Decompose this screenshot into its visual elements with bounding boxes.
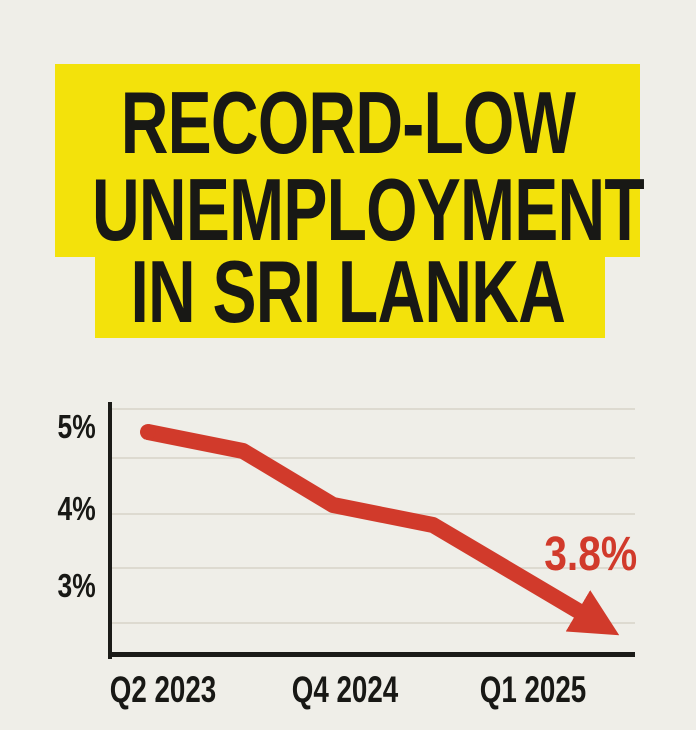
headline-line-3-text: IN SRI LANKA [130,242,566,341]
headline-highlight-bottom [95,257,605,338]
y-tick-3pct-text: 3% [57,567,96,604]
latest-value-label: 3.8% [491,531,691,579]
x-tick-q4-2024: Q4 2024 [235,671,455,708]
headline-line-1-text: RECORD-LOW [120,73,576,172]
gridline-5pct [112,408,635,410]
x-tick-q4-2024-text: Q4 2024 [291,669,399,710]
trend-line [140,424,620,636]
headline-highlight-top [55,64,640,257]
y-tick-3pct: 3% [0,569,96,602]
x-tick-q1-2025-text: Q1 2025 [479,669,587,710]
headline-line-2: UNEMPLOYMENT [0,166,696,254]
headline-line-3: IN SRI LANKA [0,248,696,336]
y-tick-5pct-text: 5% [57,408,96,445]
x-tick-q2-2023-text: Q2 2023 [109,669,217,710]
x-tick-q2-2023: Q2 2023 [53,671,273,708]
y-tick-5pct: 5% [0,410,96,443]
y-tick-4pct-text: 4% [57,490,96,527]
y-axis-line [108,402,112,659]
x-tick-q1-2025: Q1 2025 [423,671,643,708]
latest-value-text: 3.8% [544,528,638,581]
x-axis-line [108,652,635,657]
headline-line-2-text: UNEMPLOYMENT [92,160,645,259]
y-tick-4pct: 4% [0,492,96,525]
headline-line-1: RECORD-LOW [0,79,696,167]
